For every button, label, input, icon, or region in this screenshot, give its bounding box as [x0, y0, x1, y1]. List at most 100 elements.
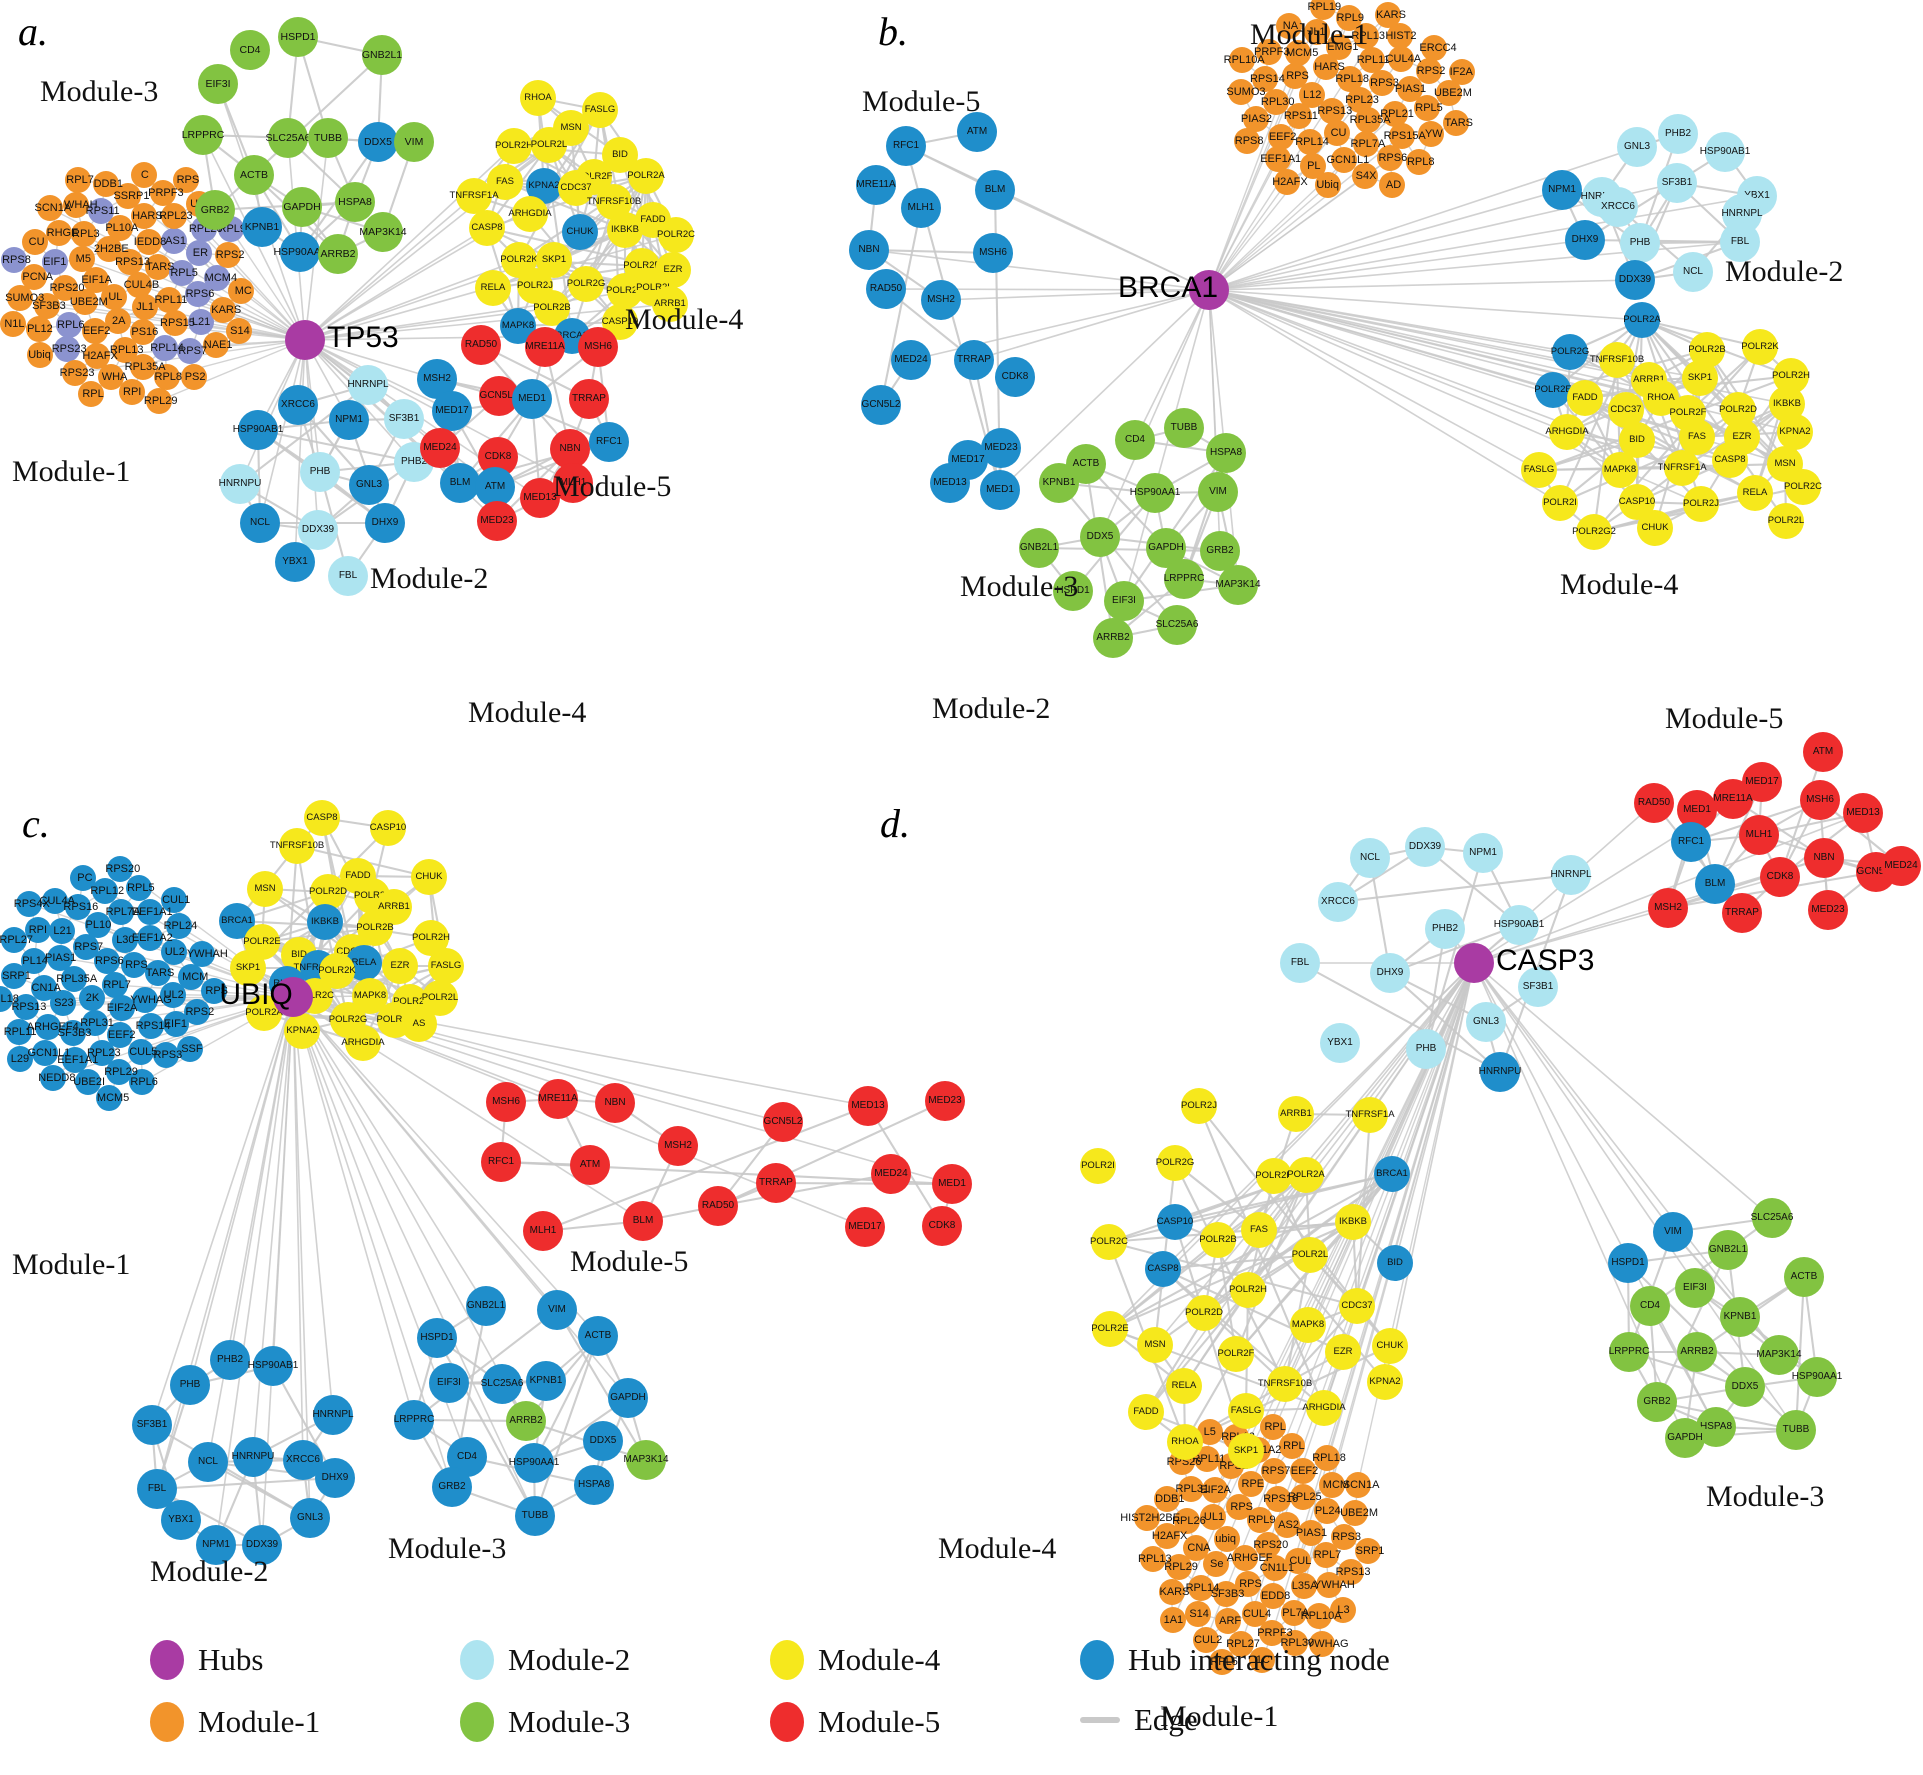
network-node[interactable]: RFC1: [886, 126, 926, 166]
network-node[interactable]: [1344, 1471, 1371, 1498]
network-node[interactable]: GCN5L2: [861, 385, 901, 425]
network-node[interactable]: [24, 917, 51, 944]
network-node[interactable]: [1388, 122, 1415, 149]
network-node[interactable]: [1267, 123, 1294, 150]
network-node[interactable]: POLR2K: [1255, 1158, 1293, 1194]
network-node[interactable]: [178, 964, 205, 991]
network-node[interactable]: HNRNPU: [1479, 1052, 1521, 1092]
network-node[interactable]: [1259, 1620, 1286, 1647]
network-node[interactable]: [7, 285, 34, 311]
network-node[interactable]: SF3B1: [132, 1405, 172, 1445]
network-node[interactable]: RFC1: [589, 422, 629, 462]
network-node[interactable]: [21, 229, 48, 256]
network-node[interactable]: MED23: [925, 1081, 965, 1121]
network-node[interactable]: [112, 926, 139, 953]
network-node[interactable]: HNRNPL: [312, 1395, 354, 1435]
network-node[interactable]: [1414, 95, 1441, 122]
network-node[interactable]: HSPA8: [1206, 433, 1246, 473]
network-node[interactable]: PHB2: [210, 1340, 250, 1380]
network-node[interactable]: TNFRSF10B: [1258, 1366, 1312, 1402]
network-node[interactable]: [1351, 163, 1378, 190]
network-node[interactable]: [156, 286, 183, 313]
network-node[interactable]: [1, 963, 28, 990]
network-node[interactable]: [59, 1020, 86, 1047]
network-node[interactable]: [1177, 1476, 1204, 1503]
network-node[interactable]: [187, 309, 214, 336]
network-node[interactable]: [108, 995, 135, 1021]
network-node[interactable]: MSH6: [1800, 780, 1840, 820]
network-node[interactable]: MED23: [1808, 890, 1848, 930]
network-node[interactable]: DDX5: [1080, 517, 1120, 557]
network-node[interactable]: EIF3I: [1104, 581, 1144, 621]
network-node[interactable]: [1251, 66, 1278, 93]
network-node[interactable]: RAD50: [866, 269, 906, 309]
network-node[interactable]: [42, 249, 69, 276]
network-node[interactable]: [1187, 1574, 1214, 1601]
network-node[interactable]: [1261, 1555, 1288, 1582]
network-node[interactable]: [1203, 1550, 1229, 1577]
network-node[interactable]: KPNA2: [284, 1013, 320, 1049]
network-node[interactable]: [1248, 1647, 1275, 1674]
network-node[interactable]: [73, 934, 100, 961]
network-node[interactable]: [203, 264, 230, 291]
network-node[interactable]: RELA: [1166, 1368, 1202, 1404]
network-node[interactable]: [1, 246, 28, 273]
network-node[interactable]: [1166, 1554, 1193, 1581]
network-node[interactable]: POLR2B: [1199, 1222, 1237, 1258]
network-node[interactable]: [1369, 69, 1396, 96]
network-node[interactable]: POLR2C: [1090, 1224, 1128, 1260]
network-node[interactable]: RFC1: [481, 1142, 521, 1182]
network-node[interactable]: MSH2: [658, 1126, 698, 1166]
network-node[interactable]: VIM: [394, 122, 434, 162]
network-node[interactable]: MLH1: [1739, 815, 1779, 855]
network-node[interactable]: CASP10: [1157, 1204, 1193, 1240]
network-node[interactable]: RELA: [1737, 475, 1773, 511]
hub-node[interactable]: [1189, 270, 1229, 310]
network-node[interactable]: TNFRSF1A: [1657, 450, 1707, 486]
network-node[interactable]: RHOA: [520, 80, 556, 116]
network-node[interactable]: [1415, 57, 1442, 84]
network-node[interactable]: [107, 214, 134, 241]
network-node[interactable]: POLR2L: [1292, 1237, 1328, 1273]
network-node[interactable]: [94, 947, 121, 974]
network-node[interactable]: LRPPRC: [182, 115, 224, 155]
network-node[interactable]: [1342, 1500, 1369, 1527]
network-node[interactable]: TNFRSF10B: [270, 828, 324, 864]
network-node[interactable]: CDC37: [558, 170, 594, 206]
network-node[interactable]: [1235, 1570, 1262, 1597]
network-node[interactable]: [117, 248, 144, 275]
network-node[interactable]: GNL3: [1617, 127, 1657, 167]
network-node[interactable]: [131, 202, 158, 229]
network-node[interactable]: POLR2G: [567, 266, 605, 302]
network-node[interactable]: FADD: [1567, 380, 1603, 416]
network-node[interactable]: MED1: [932, 1164, 972, 1204]
network-node[interactable]: [160, 202, 187, 229]
network-node[interactable]: ARRB2: [506, 1401, 546, 1441]
network-node[interactable]: LRPPRC: [394, 1400, 434, 1440]
network-node[interactable]: FBL: [1280, 943, 1320, 983]
network-node[interactable]: TRRAP: [569, 379, 609, 419]
hub-node[interactable]: [273, 977, 313, 1017]
network-node[interactable]: [150, 180, 177, 207]
network-node[interactable]: [70, 865, 97, 892]
network-node[interactable]: MED17: [845, 1207, 885, 1247]
network-node[interactable]: SF3B1: [1657, 163, 1697, 203]
network-node[interactable]: [202, 332, 229, 359]
network-node[interactable]: CASP8: [304, 800, 340, 836]
network-node[interactable]: MED23: [477, 501, 517, 541]
network-node[interactable]: [1313, 1497, 1340, 1524]
network-node[interactable]: [68, 246, 95, 272]
network-node[interactable]: GRB2: [195, 190, 235, 230]
network-node[interactable]: KPNB1: [242, 207, 282, 247]
network-node[interactable]: NBN: [849, 230, 889, 270]
network-node[interactable]: ACTB: [234, 155, 274, 195]
network-node[interactable]: DDX5: [1725, 1367, 1765, 1407]
network-node[interactable]: DDX39: [1405, 827, 1445, 867]
network-node[interactable]: FAS: [487, 164, 523, 200]
network-node[interactable]: MRE11A: [525, 327, 565, 367]
network-node[interactable]: MLH1: [523, 1211, 563, 1251]
network-node[interactable]: [162, 1011, 189, 1038]
network-node[interactable]: [65, 894, 92, 921]
network-node[interactable]: [1214, 1526, 1241, 1553]
network-node[interactable]: POLR2L: [1768, 503, 1804, 539]
